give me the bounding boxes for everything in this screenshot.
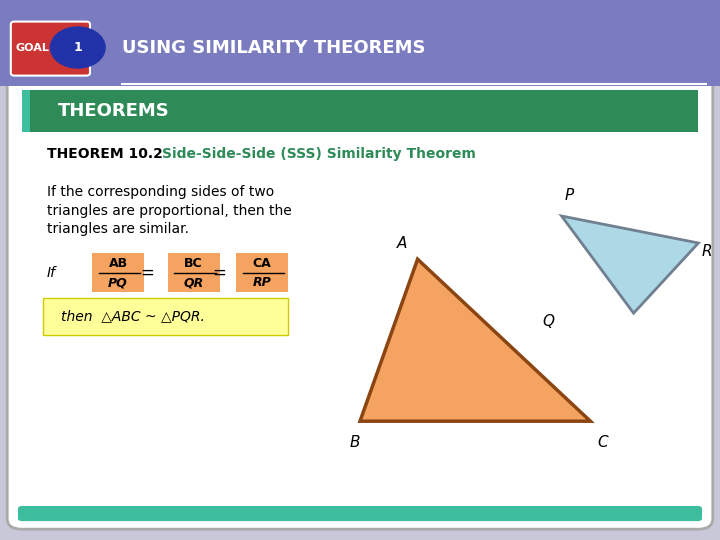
Text: A: A	[397, 236, 407, 251]
FancyBboxPatch shape	[11, 22, 90, 76]
Text: triangles are proportional, then the: triangles are proportional, then the	[47, 204, 292, 218]
Polygon shape	[360, 259, 590, 421]
Text: R: R	[702, 244, 713, 259]
FancyBboxPatch shape	[0, 0, 720, 86]
Text: GOAL: GOAL	[15, 43, 50, 52]
Text: triangles are similar.: triangles are similar.	[47, 222, 189, 237]
Text: P: P	[564, 187, 573, 202]
Text: Side-Side-Side (SSS) Similarity Theorem: Side-Side-Side (SSS) Similarity Theorem	[162, 147, 476, 161]
Text: If: If	[47, 266, 56, 280]
Text: =: =	[140, 264, 155, 282]
FancyBboxPatch shape	[92, 253, 144, 292]
Polygon shape	[562, 216, 698, 313]
Text: QR: QR	[184, 276, 204, 289]
Text: THEOREM 10.2: THEOREM 10.2	[47, 147, 163, 161]
Text: THEOREMS: THEOREMS	[58, 102, 169, 120]
FancyBboxPatch shape	[236, 253, 288, 292]
Text: USING SIMILARITY THEOREMS: USING SIMILARITY THEOREMS	[122, 38, 426, 57]
FancyBboxPatch shape	[43, 298, 288, 335]
Text: B: B	[349, 435, 360, 450]
Text: Q: Q	[542, 314, 554, 329]
FancyBboxPatch shape	[7, 32, 713, 529]
Text: If the corresponding sides of two: If the corresponding sides of two	[47, 185, 274, 199]
Text: C: C	[598, 435, 608, 450]
Text: 1: 1	[73, 41, 82, 54]
Text: AB: AB	[109, 257, 127, 270]
Circle shape	[50, 27, 105, 68]
FancyBboxPatch shape	[18, 506, 702, 521]
Text: =: =	[212, 264, 227, 282]
Text: CA: CA	[253, 257, 271, 270]
FancyBboxPatch shape	[22, 90, 30, 132]
Text: then  △ABC ~ △PQR.: then △ABC ~ △PQR.	[61, 309, 205, 323]
Text: BC: BC	[184, 257, 203, 270]
Text: PQ: PQ	[108, 276, 128, 289]
FancyBboxPatch shape	[168, 253, 220, 292]
Text: RP: RP	[253, 276, 271, 289]
FancyBboxPatch shape	[22, 90, 698, 132]
